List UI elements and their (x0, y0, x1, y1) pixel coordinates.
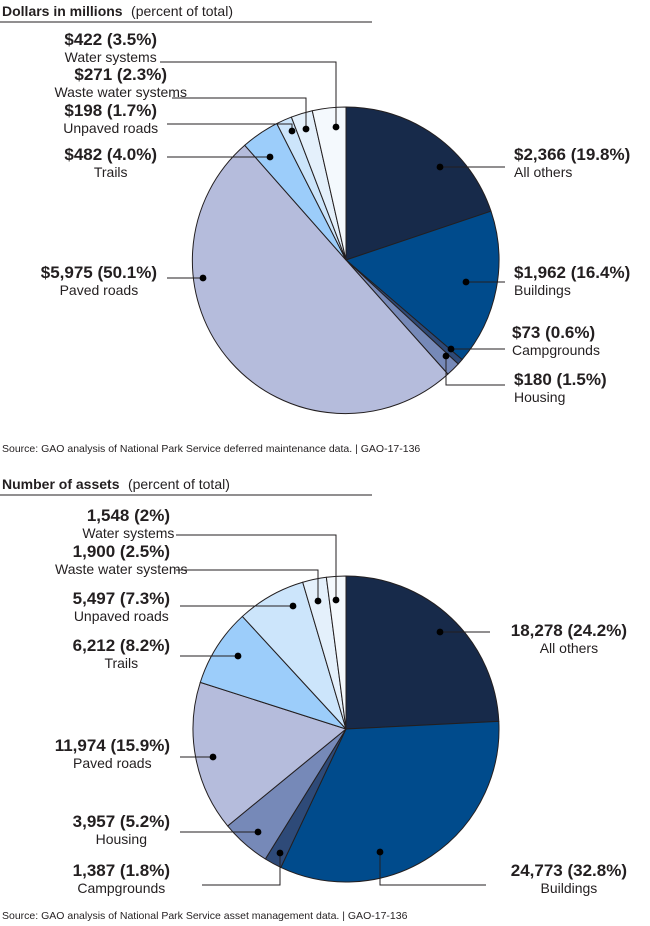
pie-slice-water-systems (311, 106, 347, 261)
category-label-campgrounds: Campgrounds (512, 342, 600, 358)
source-note-dollars: Source: GAO analysis of National Park Se… (2, 443, 420, 455)
labels-dollars: $2,366 (19.8%)All others $1,962 (16.4%)Bu… (41, 30, 631, 405)
value-label-water-systems: $422 (3.5%) (64, 30, 157, 49)
pie-slice-paved-roads (191, 144, 449, 415)
value-label-campgrounds: $73 (0.6%) (512, 323, 595, 342)
category-label-trails: Trails (104, 655, 138, 671)
value-label-buildings: $1,962 (16.4%) (514, 263, 630, 282)
chart-assets-title: Number of assets (percent of total) (2, 476, 230, 493)
title-main: Number of assets (2, 476, 120, 492)
leader-line-waste-water-systems (172, 97, 307, 129)
category-label-housing: Housing (96, 831, 147, 847)
pie-slice-paved-roads (192, 681, 347, 827)
pie-assets (192, 575, 500, 883)
leader-dot-trails (266, 153, 274, 161)
labels-assets: 18,278 (24.2%)All others 24,773 (32.8%)Bu… (55, 506, 627, 896)
category-label-waste-water-systems: Waste water systems (55, 561, 188, 577)
leader-dot-all-others (436, 628, 444, 636)
pie-slice-all-others (345, 575, 500, 730)
category-label-campgrounds: Campgrounds (77, 880, 165, 896)
leaders-dollars (160, 61, 505, 386)
leader-line-waste-water-systems (176, 569, 319, 601)
leader-dot-waste-water-systems (302, 125, 310, 133)
value-label-trails: 6,212 (8.2%) (73, 636, 170, 655)
category-label-water-systems: Water systems (65, 49, 157, 65)
title-main: Dollars in millions (2, 3, 123, 19)
value-label-housing: $180 (1.5%) (514, 370, 607, 389)
value-label-water-systems: 1,548 (2%) (87, 506, 170, 525)
pie-slice-buildings (280, 720, 500, 883)
leader-dot-waste-water-systems (314, 597, 322, 605)
category-label-buildings: Buildings (514, 282, 571, 298)
leader-dot-buildings (376, 848, 384, 856)
category-label-paved-roads: Paved roads (60, 282, 139, 298)
leader-dot-paved-roads (199, 274, 207, 282)
category-label-all-others: All others (514, 164, 572, 180)
chart-dollars: Dollars in millions (percent of total) $… (0, 3, 630, 455)
leader-dot-buildings (462, 278, 470, 286)
value-label-unpaved-roads: $198 (1.7%) (64, 101, 157, 120)
category-label-waste-water-systems: Waste water systems (54, 84, 187, 100)
leader-dot-campgrounds (447, 345, 455, 353)
category-label-buildings: Buildings (540, 880, 597, 896)
leader-dot-water-systems (332, 596, 340, 604)
leader-dot-water-systems (332, 123, 340, 131)
value-label-waste-water-systems: 1,900 (2.5%) (73, 542, 170, 561)
leader-dot-paved-roads (209, 753, 217, 761)
leader-line-buildings (379, 852, 486, 886)
category-label-all-others: All others (540, 640, 598, 656)
category-label-water-systems: Water systems (82, 525, 174, 541)
leader-dot-housing (442, 352, 450, 360)
leader-dot-campgrounds (276, 849, 284, 857)
value-label-all-others: 18,278 (24.2%) (511, 621, 627, 640)
value-label-campgrounds: 1,387 (1.8%) (73, 861, 170, 880)
leader-dot-unpaved-roads (288, 127, 296, 135)
title-note: (percent of total) (131, 3, 233, 19)
value-label-all-others: $2,366 (19.8%) (514, 145, 630, 164)
leader-dot-unpaved-roads (289, 602, 297, 610)
leaders-assets (176, 534, 490, 886)
value-label-buildings: 24,773 (32.8%) (511, 861, 627, 880)
value-label-trails: $482 (4.0%) (64, 145, 157, 164)
leader-line-water-systems (176, 534, 337, 600)
leader-dot-housing (254, 828, 262, 836)
title-note: (percent of total) (128, 476, 230, 492)
leader-dot-all-others (436, 163, 444, 171)
pie-slice-all-others (345, 106, 492, 261)
value-label-unpaved-roads: 5,497 (7.3%) (73, 589, 170, 608)
value-label-paved-roads: $5,975 (50.1%) (41, 263, 157, 282)
category-label-unpaved-roads: Unpaved roads (63, 120, 158, 136)
pie-dollars (191, 106, 500, 415)
leader-line-campgrounds (202, 853, 281, 886)
leader-line-housing (445, 356, 505, 386)
chart-dollars-title: Dollars in millions (percent of total) (2, 3, 233, 20)
chart-assets: Number of assets (percent of total) 18,2… (0, 476, 627, 922)
leader-dot-trails (234, 652, 242, 660)
leader-line-water-systems (160, 61, 337, 127)
value-label-housing: 3,957 (5.2%) (73, 812, 170, 831)
category-label-unpaved-roads: Unpaved roads (74, 608, 169, 624)
value-label-paved-roads: 11,974 (15.9%) (55, 736, 170, 755)
category-label-trails: Trails (94, 164, 128, 180)
source-note-assets: Source: GAO analysis of National Park Se… (2, 910, 408, 922)
value-label-waste-water-systems: $271 (2.3%) (74, 65, 167, 84)
category-label-housing: Housing (514, 389, 565, 405)
category-label-paved-roads: Paved roads (73, 755, 152, 771)
